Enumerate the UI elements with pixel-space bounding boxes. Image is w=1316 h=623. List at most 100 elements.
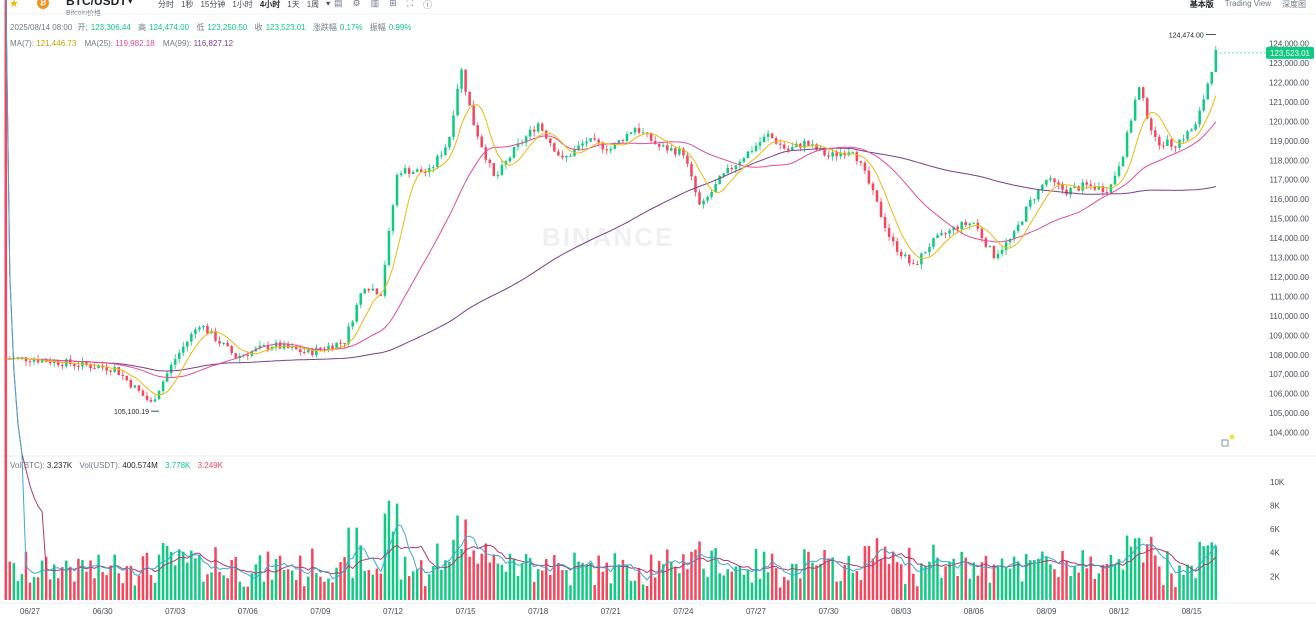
price-tick-label: 106,000.00 xyxy=(1269,390,1310,399)
trading-pair-title[interactable]: BTC/USDT xyxy=(66,0,127,8)
interval-tab-0[interactable]: 分时 xyxy=(158,0,174,9)
candle-body xyxy=(93,368,96,370)
volume-bar xyxy=(819,563,822,600)
volume-bar xyxy=(303,586,306,600)
volume-bar xyxy=(52,564,56,600)
volume-bar xyxy=(508,553,512,600)
volume-bar xyxy=(234,556,237,600)
volume-bar xyxy=(633,580,637,600)
candle-body xyxy=(988,246,992,248)
candle-body xyxy=(738,161,742,166)
interval-tab-2[interactable]: 15分钟 xyxy=(200,0,226,9)
price-tick-label: 112,000.00 xyxy=(1270,273,1310,282)
candle-body xyxy=(266,345,270,350)
candle-body xyxy=(1020,221,1024,225)
candle-body xyxy=(1158,136,1161,146)
volume-bar xyxy=(653,577,657,600)
candle-body xyxy=(363,289,367,294)
volume-bar xyxy=(791,563,794,600)
candle-body xyxy=(407,168,411,174)
volume-bar xyxy=(323,581,326,600)
fullscreen-icon[interactable]: ⛶ xyxy=(406,0,413,8)
volume-bar xyxy=(899,564,903,600)
volume-bar xyxy=(1053,569,1056,600)
view-tradingview[interactable]: Trading View xyxy=(1224,0,1271,8)
candle-body xyxy=(492,163,496,176)
candle-body xyxy=(411,171,415,174)
volume-bar xyxy=(399,579,403,600)
candle-body xyxy=(331,345,334,350)
volume-bar xyxy=(831,557,834,600)
ma-legend: MA(7): 121,446.73 MA(25): 119,982.18 MA(… xyxy=(10,39,234,48)
volume-bar xyxy=(36,577,40,600)
candle-body xyxy=(1000,250,1004,254)
volume-bar xyxy=(246,586,250,600)
view-depth[interactable]: 深度图 xyxy=(1282,0,1306,9)
layout-icon[interactable]: ⊞ xyxy=(389,0,397,8)
candle-body xyxy=(1053,178,1056,183)
volume-bar xyxy=(1029,560,1032,600)
candle-body xyxy=(298,349,302,353)
candle-body xyxy=(819,148,822,150)
interval-tab-6[interactable]: 1周 xyxy=(306,0,320,9)
ma25-line xyxy=(5,121,1217,379)
volume-bar xyxy=(524,554,528,600)
split-view-icon[interactable]: ▥ xyxy=(370,0,380,8)
interval-tab-1[interactable]: 1秒 xyxy=(181,0,194,9)
candle-body xyxy=(726,167,730,174)
candle-body xyxy=(1214,50,1218,72)
volume-bar xyxy=(766,572,770,600)
candle-body xyxy=(835,152,838,157)
candle-body xyxy=(867,170,871,184)
candle-body xyxy=(149,399,153,402)
view-basic[interactable]: 基本版 xyxy=(1189,0,1214,9)
candle-body xyxy=(1210,71,1214,84)
interval-tab-3[interactable]: 1小时 xyxy=(232,0,253,9)
info-icon[interactable]: ⓘ xyxy=(422,0,432,10)
candle-body xyxy=(605,149,609,151)
candle-body xyxy=(585,141,588,144)
high-label: 高 xyxy=(138,23,147,32)
volume-bar xyxy=(331,582,334,600)
candle-body xyxy=(698,192,701,205)
volume-bar xyxy=(1198,541,1201,600)
volume-bar xyxy=(956,576,959,600)
candle-body xyxy=(230,346,233,354)
candle-body xyxy=(355,304,358,322)
time-tick-label: 07/06 xyxy=(238,607,259,616)
volume-bar xyxy=(645,585,649,600)
candle-body xyxy=(480,136,483,148)
volume-bar xyxy=(484,543,488,600)
more-intervals-chevron-icon[interactable]: ▾ xyxy=(326,0,331,8)
volume-ma10-line xyxy=(5,0,1217,575)
candle-body xyxy=(440,155,443,157)
candle-body xyxy=(1029,199,1032,207)
volume-bar xyxy=(359,545,362,600)
candle-body xyxy=(722,173,725,176)
volume-bar xyxy=(585,564,588,600)
interval-tab-5[interactable]: 1天 xyxy=(287,0,300,9)
favorite-star-icon[interactable]: ★ xyxy=(9,0,19,10)
settings-icon[interactable]: ⚙ xyxy=(352,0,361,8)
volume-bar xyxy=(371,574,375,600)
volume-bar xyxy=(976,575,980,600)
volume-bar xyxy=(270,579,274,600)
volume-bar xyxy=(1133,538,1137,600)
volume-bar xyxy=(109,565,112,600)
candle-body xyxy=(359,293,362,305)
volume-bar xyxy=(770,553,774,600)
indicator-icon[interactable]: ▤ xyxy=(334,0,343,8)
candle-body xyxy=(916,263,919,265)
pair-dropdown-chevron-icon[interactable]: ▾ xyxy=(128,0,133,6)
price-tick-label: 116,000.00 xyxy=(1270,195,1310,204)
candle-body xyxy=(770,133,774,139)
volume-bar xyxy=(601,571,604,600)
volume-bar xyxy=(1024,554,1028,600)
scale-toggle-icon xyxy=(1221,439,1229,447)
interval-tab-4[interactable]: 4小时 xyxy=(259,0,281,9)
candle-body xyxy=(625,133,629,142)
volume-bar xyxy=(540,570,544,600)
candle-body xyxy=(161,381,165,392)
volume-bar xyxy=(980,562,984,600)
